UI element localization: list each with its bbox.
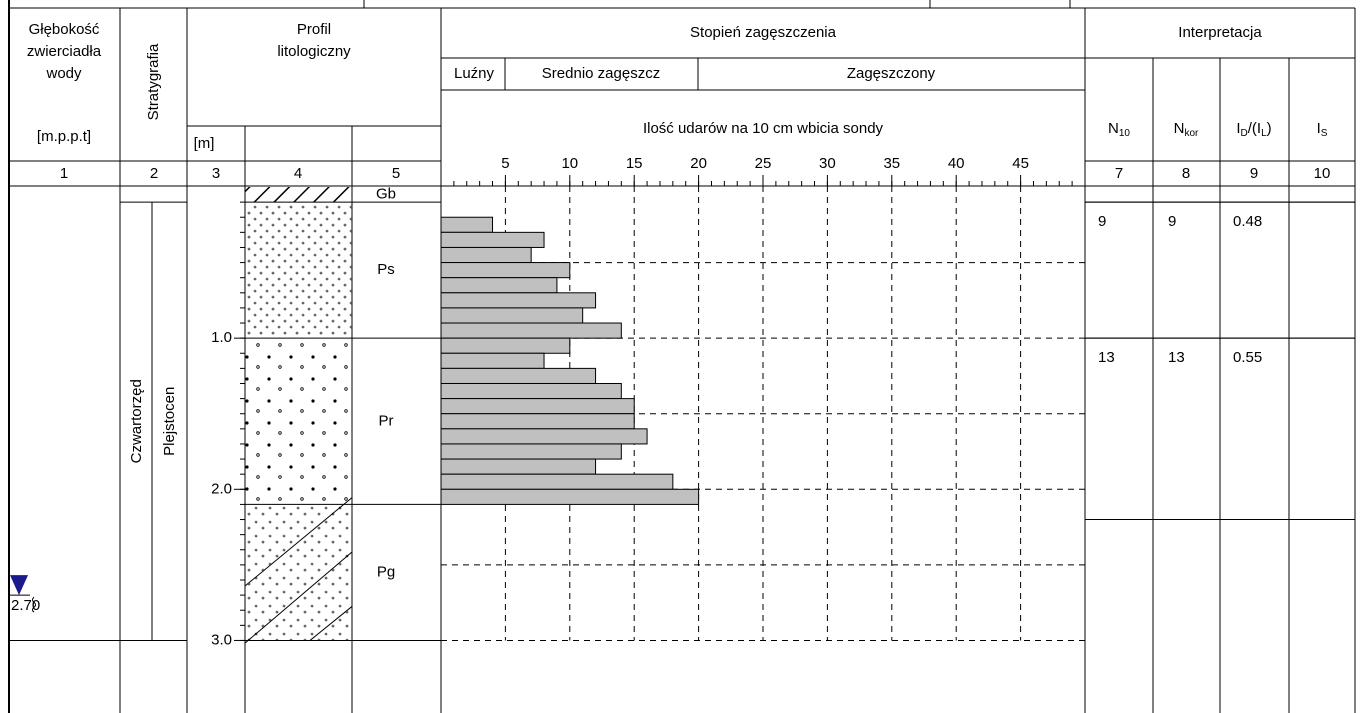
column-number: 7: [1115, 165, 1123, 182]
column-number: 2: [150, 165, 158, 182]
bar: [440, 322, 622, 339]
layer-name: Pr: [379, 412, 394, 429]
header-text: litologiczny: [277, 43, 351, 60]
column-number: 3: [212, 165, 220, 182]
column-number: 9: [1250, 165, 1258, 182]
x-tick-label: 10: [561, 155, 578, 172]
column-number: 10: [1314, 165, 1331, 182]
bar: [440, 231, 545, 248]
header-segment: 10: [1119, 128, 1131, 139]
header-text: Interpretacja: [1178, 24, 1262, 41]
bar: [440, 337, 571, 354]
hatch: [309, 606, 353, 641]
header-segment: kor: [1184, 128, 1199, 139]
interp-value: 0.55: [1233, 349, 1262, 366]
bar: [440, 307, 584, 324]
frame: [8, 0, 1356, 713]
interp-value: 13: [1098, 349, 1115, 366]
x-tick-label: 45: [1012, 155, 1029, 172]
column-number: 8: [1182, 165, 1190, 182]
stratigraphy-unit: Plejstocen: [161, 387, 178, 456]
x-tick-label: 25: [755, 155, 772, 172]
header-segment: D: [1241, 128, 1248, 139]
interp-value: 0.48: [1233, 213, 1262, 230]
bar: [440, 398, 635, 415]
bar: [440, 413, 635, 430]
y-tick-label: 1.0: [211, 329, 232, 346]
bar: [440, 292, 597, 309]
interp-value: 9: [1098, 213, 1106, 230]
bar: [440, 473, 674, 490]
header-segment: ): [1267, 120, 1272, 137]
x-tick-label: 35: [883, 155, 900, 172]
lithology: [245, 187, 352, 203]
x-tick-label: 40: [948, 155, 965, 172]
header-segment: I: [1317, 120, 1321, 137]
header-segment: /(I: [1248, 120, 1261, 137]
layer-name: Gb: [376, 186, 396, 203]
header-text: Stratygrafia: [145, 43, 162, 120]
column-number: 5: [392, 165, 400, 182]
header-text: wody: [45, 65, 82, 82]
header-segment: L: [1261, 128, 1267, 139]
interp-value: 13: [1168, 349, 1185, 366]
bar: [440, 382, 622, 400]
header-segment: I: [1236, 120, 1240, 137]
stratigraphy-unit: Czwartorzęd: [128, 379, 145, 463]
x-tick-label: 20: [690, 155, 707, 172]
bar: [440, 352, 545, 369]
y-tick-label: 3.0: [211, 631, 232, 648]
interp-value: 9: [1168, 213, 1176, 230]
bar: [440, 262, 571, 279]
y-tick-label: 2.0: [211, 480, 232, 497]
density-class: Luźny: [454, 65, 495, 82]
bar: [440, 246, 532, 264]
bar: [440, 458, 597, 475]
bar: [440, 216, 494, 233]
header-unit: [m]: [194, 135, 215, 152]
lithology: [245, 504, 352, 641]
x-tick-label: 15: [626, 155, 643, 172]
bar: [440, 443, 622, 460]
header-segment: N: [1174, 120, 1185, 137]
lithology: [245, 338, 352, 505]
header-unit: [m.p.p.t]: [37, 128, 91, 145]
water-level-marker: [10, 575, 28, 596]
header-text: Profil: [297, 21, 331, 38]
x-tick-label: 30: [819, 155, 836, 172]
header-text: Głębokość: [29, 21, 100, 38]
x-axis-label: Ilość udarów na 10 cm wbicia sondy: [643, 120, 884, 137]
header-text: zwierciadła: [27, 43, 102, 60]
bar: [440, 277, 558, 294]
column-number: 4: [294, 165, 302, 182]
header-segment: S: [1321, 128, 1328, 139]
header-segment: N: [1108, 120, 1119, 137]
interp-header: N10: [1108, 120, 1130, 139]
hatch: [244, 551, 353, 644]
bar: [440, 428, 648, 445]
bar: [440, 367, 597, 384]
interp-header: ID/(IL): [1236, 120, 1271, 139]
interp-header: Nkor: [1174, 120, 1199, 139]
chart-title: Stopień zagęszczenia: [690, 24, 837, 41]
x-tick-label: 5: [501, 155, 509, 172]
column-number: 1: [60, 165, 68, 182]
layer-name: Pg: [377, 563, 395, 580]
squiggle: [32, 596, 36, 613]
density-class: Zagęszczony: [847, 65, 936, 82]
bar: [440, 488, 700, 505]
lithology: [245, 202, 352, 339]
hatch: [244, 497, 353, 587]
density-class: Srednio zagęszcz: [542, 65, 660, 82]
interp-header: IS: [1317, 120, 1328, 139]
layer-name: Ps: [377, 261, 395, 278]
